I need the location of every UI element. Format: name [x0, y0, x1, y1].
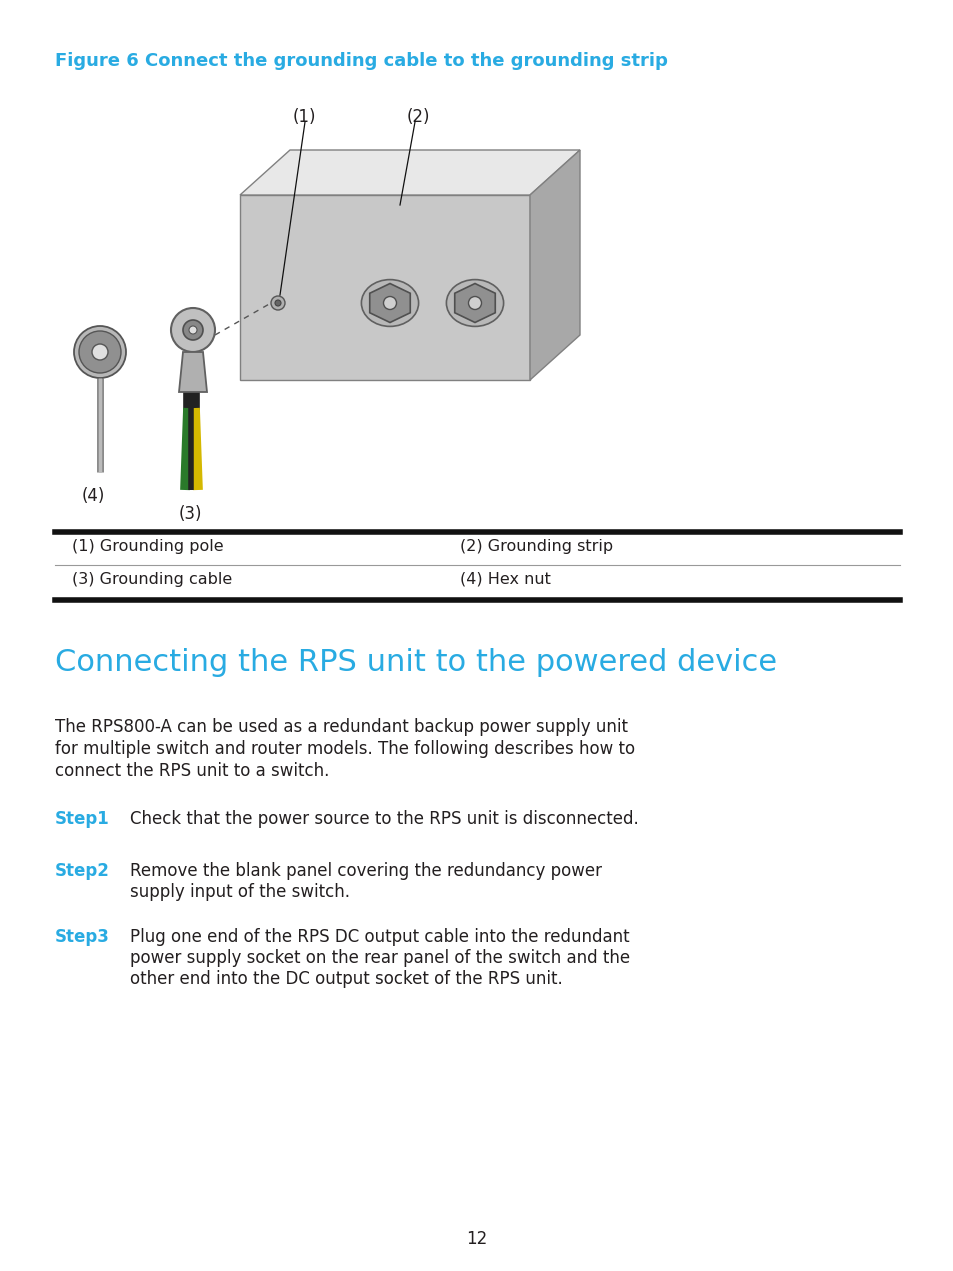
Ellipse shape [74, 325, 126, 377]
Text: The RPS800-A can be used as a redundant backup power supply unit: The RPS800-A can be used as a redundant … [55, 718, 627, 736]
Text: Figure 6 Connect the grounding cable to the grounding strip: Figure 6 Connect the grounding cable to … [55, 52, 667, 70]
Circle shape [183, 320, 203, 341]
Circle shape [274, 300, 281, 306]
Text: Step2: Step2 [55, 862, 110, 880]
Polygon shape [530, 150, 579, 380]
Text: Remove the blank panel covering the redundancy power: Remove the blank panel covering the redu… [130, 862, 601, 880]
Text: (4) Hex nut: (4) Hex nut [459, 572, 550, 587]
Text: power supply socket on the rear panel of the switch and the: power supply socket on the rear panel of… [130, 949, 630, 967]
Ellipse shape [361, 280, 418, 327]
Text: (2) Grounding strip: (2) Grounding strip [459, 539, 613, 554]
Text: (1) Grounding pole: (1) Grounding pole [71, 539, 223, 554]
Text: (3): (3) [179, 505, 202, 522]
Ellipse shape [91, 344, 108, 360]
Text: (1): (1) [293, 108, 316, 126]
Text: Plug one end of the RPS DC output cable into the redundant: Plug one end of the RPS DC output cable … [130, 928, 629, 946]
Text: for multiple switch and router models. The following describes how to: for multiple switch and router models. T… [55, 740, 635, 758]
Text: Connecting the RPS unit to the powered device: Connecting the RPS unit to the powered d… [55, 648, 777, 677]
Text: (2): (2) [407, 108, 430, 126]
Circle shape [468, 296, 481, 310]
Circle shape [189, 325, 196, 334]
Polygon shape [455, 283, 495, 323]
Text: (3) Grounding cable: (3) Grounding cable [71, 572, 232, 587]
Circle shape [383, 296, 396, 310]
Polygon shape [179, 352, 207, 391]
Text: Step3: Step3 [55, 928, 110, 946]
Polygon shape [240, 194, 530, 380]
Circle shape [271, 296, 285, 310]
Text: connect the RPS unit to a switch.: connect the RPS unit to a switch. [55, 763, 329, 780]
Text: Step1: Step1 [55, 810, 110, 827]
Circle shape [171, 308, 214, 352]
Text: (4): (4) [82, 487, 105, 505]
Ellipse shape [446, 280, 503, 327]
Text: other end into the DC output socket of the RPS unit.: other end into the DC output socket of t… [130, 970, 562, 988]
Text: supply input of the switch.: supply input of the switch. [130, 883, 350, 901]
Polygon shape [240, 150, 579, 194]
Text: 12: 12 [466, 1230, 487, 1248]
Polygon shape [370, 283, 410, 323]
Text: Check that the power source to the RPS unit is disconnected.: Check that the power source to the RPS u… [130, 810, 639, 827]
Ellipse shape [79, 330, 121, 372]
